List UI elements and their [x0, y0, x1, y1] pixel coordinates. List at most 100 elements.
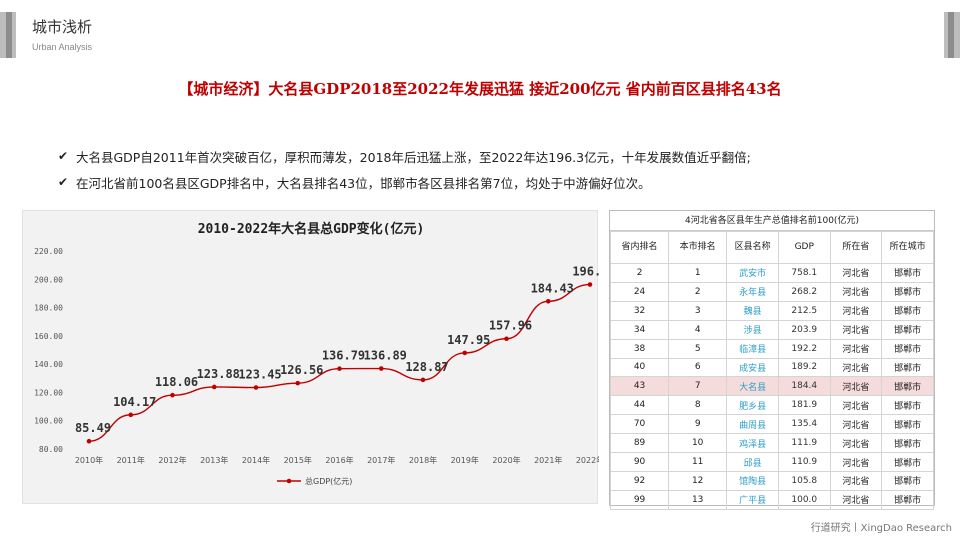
cell-city: 邯郸市 — [881, 300, 934, 321]
x-tick-label: 2014年 — [242, 455, 270, 465]
x-tick-label: 2022年 — [576, 455, 599, 465]
cell-city-rank: 10 — [668, 433, 728, 454]
cell-city-rank: 7 — [668, 376, 728, 397]
table-row: 2 1 武安市 758.1 河北省 邯郸市 — [609, 263, 934, 283]
cell-county-name: 成安县 — [726, 357, 779, 378]
cell-county-name: 广平县 — [726, 489, 779, 510]
cell-province-rank: 43 — [609, 376, 670, 397]
cell-city-rank: 4 — [668, 319, 728, 340]
data-label: 196.30 — [572, 265, 599, 279]
table-row: 89 10 鸡泽县 111.9 河北省 邯郸市 — [609, 433, 934, 454]
table-row: 40 6 成安县 189.2 河北省 邯郸市 — [609, 357, 934, 378]
cell-county-name: 武安市 — [726, 263, 779, 283]
cell-province: 河北省 — [829, 452, 883, 472]
legend-marker — [286, 478, 292, 484]
data-label: 147.95 — [447, 333, 490, 347]
y-tick-label: 180.00 — [34, 304, 63, 313]
x-tick-label: 2019年 — [451, 455, 479, 465]
data-label: 184.43 — [531, 281, 574, 295]
cell-city: 邯郸市 — [881, 414, 934, 435]
bullet-list: ✔ 大名县GDP自2011年首次突破百亿，厚积而薄发，2018年后迅猛上涨，至2… — [58, 143, 751, 195]
cell-county-name: 大名县 — [726, 376, 779, 397]
x-tick-label: 2016年 — [325, 455, 353, 465]
y-tick-label: 160.00 — [34, 332, 63, 341]
cell-city-rank: 5 — [668, 338, 728, 359]
gdp-line-chart: 2010-2022年大名县总GDP变化(亿元) 80.00 100.00 120.00… — [22, 210, 599, 504]
left-accent-bar-inner — [6, 12, 12, 58]
y-tick-label: 200.00 — [34, 275, 63, 284]
x-tick-label: 2018年 — [409, 455, 437, 465]
cell-province-rank: 24 — [609, 281, 670, 302]
cell-gdp: 189.2 — [777, 357, 831, 378]
table-row: 34 4 涉县 203.9 河北省 邯郸市 — [609, 319, 934, 340]
data-label: 85.49 — [75, 421, 111, 435]
cell-province-rank: 90 — [609, 452, 670, 472]
cell-county-name: 临漳县 — [726, 338, 779, 359]
cell-gdp: 184.4 — [777, 376, 831, 397]
cell-province: 河北省 — [829, 357, 883, 378]
legend-label: 总GDP(亿元) — [305, 476, 352, 486]
cell-province: 河北省 — [829, 281, 883, 302]
data-point — [378, 366, 384, 371]
table-row: 38 5 临漳县 192.2 河北省 邯郸市 — [609, 338, 934, 359]
y-tick-label: 120.00 — [34, 388, 63, 397]
table-row: 99 13 广平县 100.0 河北省 邯郸市 — [609, 489, 934, 510]
cell-province: 河北省 — [829, 300, 883, 321]
cell-county-name: 肥乡县 — [726, 395, 779, 416]
cell-province-rank: 99 — [609, 489, 670, 510]
cell-gdp: 758.1 — [777, 263, 831, 283]
section-subtitle: Urban Analysis — [32, 42, 93, 52]
cell-county-name: 邱县 — [726, 452, 779, 472]
cell-gdp: 111.9 — [777, 433, 831, 454]
cell-city-rank: 12 — [668, 470, 728, 491]
x-tick-label: 2015年 — [284, 455, 312, 465]
right-accent-bar-inner — [948, 12, 954, 58]
data-label: 136.89 — [364, 349, 407, 363]
data-point — [587, 282, 593, 287]
col-header-city: 所在城市 — [881, 231, 934, 264]
section-title: 城市浅析 — [32, 18, 93, 36]
ranking-table: 省内排名 本市排名 区县名称 GDP 所在省 所在城市 2 1 武安市 758.1 河北… — [609, 231, 934, 510]
bullet-item: ✔ 在河北省前100名县区GDP排名中，大名县排名43位，邯郸市各区县排名第7位… — [58, 169, 751, 195]
cell-province-rank: 34 — [609, 319, 670, 340]
y-tick-label: 220.00 — [34, 247, 63, 256]
cell-county-name: 馆陶县 — [726, 470, 779, 491]
check-icon: ✔ — [58, 149, 69, 163]
cell-county-name: 永年县 — [726, 281, 779, 302]
x-tick-label: 2010年 — [75, 455, 103, 465]
slide-headline: 【城市经济】大名县GDP2018至2022年发展迅猛 接近200亿元 省内前百区… — [178, 80, 782, 98]
col-header-city-rank: 本市排名 — [668, 231, 728, 264]
data-point — [420, 377, 426, 383]
y-tick-label: 80.00 — [39, 445, 63, 454]
cell-province-rank: 38 — [609, 338, 670, 359]
cell-city-rank: 1 — [668, 263, 728, 283]
data-point — [86, 438, 92, 444]
table-row: 24 2 永年县 268.2 河北省 邯郸市 — [609, 281, 934, 302]
cell-city: 邯郸市 — [881, 338, 934, 359]
data-label: 123.45 — [238, 368, 281, 382]
cell-province: 河北省 — [829, 489, 883, 510]
data-point — [253, 385, 259, 390]
cell-province: 河北省 — [829, 376, 883, 397]
cell-province: 河北省 — [829, 433, 883, 454]
x-tick-label: 2013年 — [200, 455, 228, 465]
ranking-table-panel: 4河北省各区县年生产总值排名前100(亿元) 省内排名 本市排名 区县名称 GD… — [609, 210, 935, 510]
chart-title: 2010-2022年大名县总GDP变化(亿元) — [198, 221, 425, 237]
cell-province: 河北省 — [829, 470, 883, 491]
y-tick-label: 100.00 — [34, 417, 63, 426]
data-point — [211, 384, 217, 390]
cell-province-rank: 2 — [609, 263, 670, 283]
table-row: 92 12 馆陶县 105.8 河北省 邯郸市 — [609, 470, 934, 491]
data-label: 123.88 — [197, 367, 240, 381]
data-label: 128.87 — [405, 360, 448, 374]
cell-city-rank: 11 — [668, 452, 728, 472]
cell-county-name: 曲周县 — [726, 414, 779, 435]
cell-city-rank: 2 — [668, 281, 728, 302]
cell-gdp: 203.9 — [777, 319, 831, 340]
cell-province-rank: 44 — [609, 395, 670, 416]
cell-province: 河北省 — [829, 338, 883, 359]
data-label: 118.06 — [155, 375, 198, 389]
col-header-county-name: 区县名称 — [726, 231, 779, 264]
cell-county-name: 鸡泽县 — [726, 433, 779, 454]
cell-city: 邯郸市 — [881, 281, 934, 302]
